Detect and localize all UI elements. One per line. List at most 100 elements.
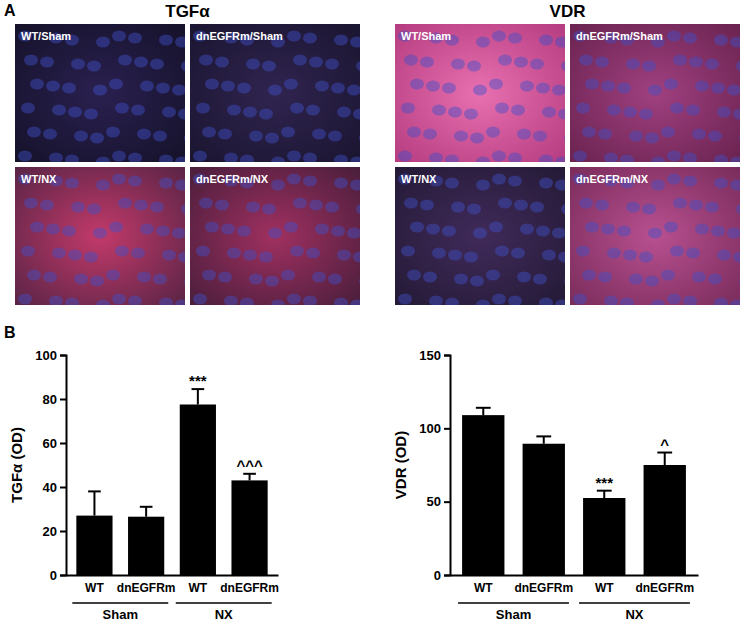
nucleus [520, 224, 534, 235]
nucleus [21, 103, 35, 114]
nucleus [539, 298, 553, 306]
nucleus [442, 226, 456, 237]
nucleus [432, 105, 446, 116]
nucleus [489, 79, 503, 90]
nucleus [552, 85, 565, 96]
nucleus [536, 226, 550, 237]
nucleus [178, 252, 185, 263]
nucleus [470, 133, 484, 144]
nucleus [651, 300, 665, 306]
nucleus [620, 155, 634, 163]
nucleus [350, 300, 360, 306]
nucleus [159, 35, 173, 46]
nucleus [325, 202, 339, 213]
nucleus [328, 131, 342, 142]
nucleus [555, 180, 565, 191]
nucleus [454, 274, 468, 285]
bar [644, 465, 686, 575]
nucleus [664, 79, 678, 90]
nucleus [128, 153, 142, 163]
bar [180, 405, 216, 576]
micrograph [190, 167, 360, 305]
nucleus [595, 200, 609, 211]
tick: 0 [434, 568, 450, 583]
tick-label: dnEGFRm [220, 581, 279, 595]
significance-marker: ^^^ [236, 457, 263, 474]
nucleus [331, 83, 345, 94]
nucleus [243, 250, 257, 261]
nucleus [670, 103, 684, 114]
nucleus [426, 81, 440, 92]
nucleus [555, 37, 565, 48]
micrograph-background [395, 167, 565, 305]
nucleus [401, 246, 415, 257]
nucleus [259, 252, 273, 263]
nucleus [290, 246, 304, 257]
error-bar [93, 491, 95, 515]
tick: 100 [35, 348, 66, 363]
nucleus [202, 270, 216, 281]
image-group-title: VDR [550, 2, 586, 21]
nucleus [398, 151, 412, 162]
plot-area [76, 389, 267, 575]
nucleus [65, 155, 79, 163]
tick: 20 [43, 524, 66, 539]
nucleus [328, 274, 342, 285]
nucleus [448, 107, 462, 118]
axis-line [60, 356, 67, 576]
nucleus [175, 157, 185, 163]
nucleus [96, 180, 110, 191]
nucleus [356, 61, 360, 72]
nucleus [334, 35, 348, 46]
nucleus [109, 79, 123, 90]
tick: 150 [419, 348, 450, 363]
nucleus [536, 83, 550, 94]
nucleus [112, 31, 126, 42]
error-bar [664, 453, 666, 465]
nucleus [517, 129, 531, 140]
nucleus [49, 153, 63, 163]
nucleus [134, 57, 148, 68]
nucleus [564, 276, 565, 287]
tick-mark [60, 355, 66, 357]
nucleus [262, 204, 276, 215]
nucleus [128, 296, 142, 306]
nucleus [623, 250, 637, 261]
nucleus [84, 252, 98, 263]
nucleus [429, 296, 443, 306]
bar-chart: 020406080100WTdnEGFRmWTdnEGFRmShamNX***^… [8, 348, 279, 622]
nucleus [401, 103, 415, 114]
nucleus [561, 204, 565, 215]
nucleus [287, 294, 301, 305]
nucleus [287, 151, 301, 162]
bar [128, 517, 164, 575]
nucleus [21, 246, 35, 257]
tick-label: 100 [419, 421, 441, 436]
nucleus [555, 157, 565, 163]
nucleus [617, 83, 631, 94]
nucleus [689, 200, 703, 211]
nucleus [202, 127, 216, 138]
nucleus [689, 57, 703, 68]
nucleus [71, 202, 85, 213]
error-bar-cap [476, 407, 491, 409]
nucleus [27, 127, 41, 138]
nucleus [511, 248, 525, 259]
nucleus [661, 270, 675, 281]
nucleus [445, 178, 459, 189]
tick: WT [85, 575, 104, 595]
nucleus [224, 153, 238, 163]
nucleus [140, 81, 154, 92]
nucleus [290, 103, 304, 114]
nucleus [573, 151, 587, 162]
nucleus [733, 252, 740, 263]
nucleus [303, 33, 317, 44]
nucleus [454, 131, 468, 142]
nucleus [334, 178, 348, 189]
nucleus [582, 270, 596, 281]
tick-label: WT [85, 581, 104, 595]
nucleus [579, 55, 593, 66]
micrograph-background [570, 167, 740, 305]
tick: 0 [50, 568, 66, 583]
image-label: WT/Sham [401, 30, 451, 42]
